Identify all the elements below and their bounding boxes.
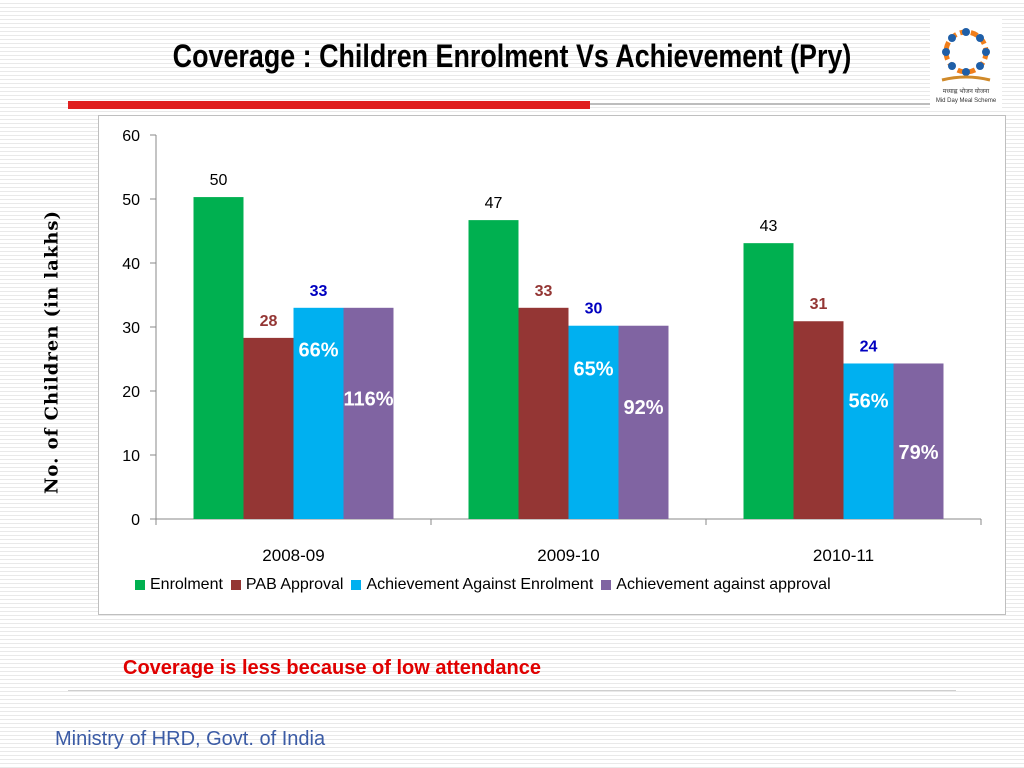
bar (618, 325, 669, 519)
percent-annotation: 66% (298, 339, 338, 361)
bar (568, 325, 619, 519)
bar (293, 307, 344, 519)
y-tick-label: 60 (122, 128, 140, 145)
bar (468, 220, 519, 519)
mid-day-meal-logo: मध्याह्न भोजन योजना Mid Day Meal Scheme (930, 18, 1002, 110)
title-underline-gray (590, 103, 930, 105)
y-tick-label: 0 (131, 512, 140, 529)
bar-value-label: 43 (760, 218, 778, 235)
legend-swatch (601, 580, 612, 590)
x-tick-label: 2010-11 (813, 546, 874, 565)
y-tick-label: 10 (122, 448, 140, 465)
mid-day-meal-emblem-icon: मध्याह्न भोजन योजना Mid Day Meal Scheme (936, 28, 997, 104)
percent-annotation: 56% (848, 391, 888, 413)
legend-label: PAB Approval (245, 576, 344, 593)
legend-label: Achievement against approval (616, 576, 831, 593)
legend-label: Enrolment (150, 576, 223, 593)
legend-item: Achievement Against Enrolment (351, 576, 593, 594)
bar-value-label: 50 (210, 172, 228, 189)
percent-annotation: 116% (343, 389, 393, 411)
bar (893, 363, 944, 519)
percent-annotation: 79% (898, 442, 938, 464)
bar (193, 197, 244, 519)
y-tick-label: 40 (122, 256, 140, 273)
chart-legend: Enrolment PAB Approval Achievement Against… (135, 576, 839, 594)
y-axis-label: No. of Children (in lakhs) (41, 209, 63, 495)
bar-value-label: 33 (535, 283, 553, 300)
logo-hindi-text: मध्याह्न भोजन योजना (943, 87, 990, 95)
legend-swatch (135, 580, 145, 590)
chart-area: 0 10 20 30 40 50 60 2008-09 50 28 33 2009-10 47 33 30 2… (98, 115, 1006, 615)
slide-title: Coverage : Children Enrolment Vs Achieve… (172, 38, 852, 74)
footer-text: Ministry of HRD, Govt. of India (55, 728, 326, 750)
bar-value-label: 31 (810, 296, 828, 313)
x-tick-label: 2009-10 (537, 546, 599, 565)
coverage-note: Coverage is less because of low attendan… (123, 657, 541, 679)
bar-value-label: 30 (585, 301, 603, 318)
footer-divider (68, 690, 956, 691)
bar (343, 307, 394, 519)
bar-value-label: 24 (860, 338, 878, 355)
x-tick-label: 2008-09 (262, 546, 324, 565)
bar-chart: 0 10 20 30 40 50 60 2008-09 50 28 33 2009-10 47 33 30 2… (122, 128, 982, 565)
y-tick-label: 20 (122, 384, 140, 401)
y-tick-label: 30 (122, 320, 140, 337)
bar (743, 243, 794, 519)
percent-annotation: 92% (623, 397, 663, 419)
bar-value-label: 28 (260, 313, 278, 330)
legend-item: Enrolment (135, 576, 223, 594)
bar-value-label: 47 (485, 195, 503, 212)
bar (243, 337, 294, 519)
y-tick-label: 50 (122, 192, 140, 209)
legend-item: Achievement against approval (601, 576, 831, 594)
bar (518, 307, 569, 519)
legend-item: PAB Approval (230, 576, 344, 594)
bar (793, 321, 844, 519)
bar (843, 363, 894, 519)
legend-swatch (230, 580, 241, 590)
title-underline-red (68, 101, 590, 109)
legend-swatch (351, 580, 362, 590)
bar-value-label: 33 (310, 283, 328, 300)
legend-label: Achievement Against Enrolment (366, 576, 594, 593)
percent-annotation: 65% (573, 359, 613, 381)
logo-english-text: Mid Day Meal Scheme (936, 98, 997, 104)
